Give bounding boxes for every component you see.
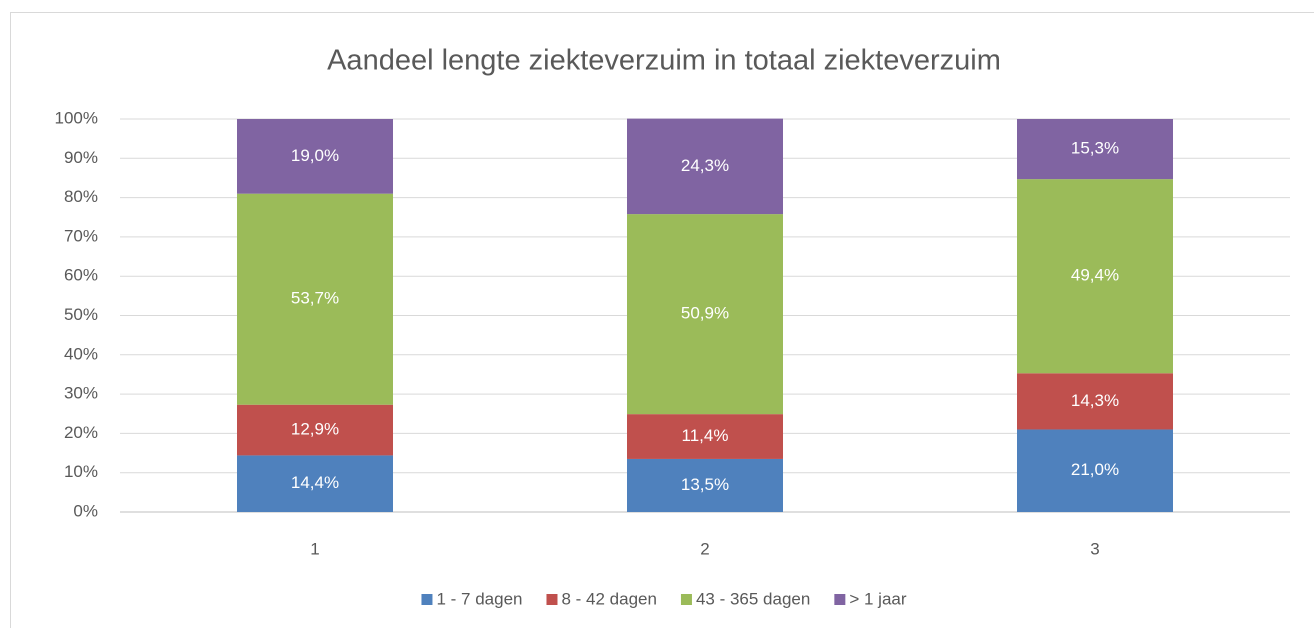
y-tick-label: 30%	[64, 384, 98, 403]
bar-segment	[237, 119, 393, 194]
chart-title: Aandeel lengte ziekteverzuim in totaal z…	[327, 45, 1001, 77]
bar-segment	[627, 458, 783, 512]
bar-segment	[1017, 119, 1173, 180]
data-label: 53,7%	[291, 289, 339, 308]
x-tick-label: 3	[1090, 539, 1099, 558]
bar-segment	[1017, 429, 1173, 512]
legend-swatch	[421, 594, 433, 605]
y-tick-label: 40%	[64, 344, 98, 363]
data-label: 15,3%	[1071, 139, 1119, 158]
data-label: 50,9%	[681, 304, 729, 323]
bar-segment	[627, 214, 783, 415]
y-tick-label: 100%	[55, 108, 98, 127]
y-tick-label: 60%	[64, 266, 98, 285]
data-label: 11,4%	[682, 426, 729, 445]
y-tick-label: 10%	[64, 462, 98, 481]
bar-segment	[1017, 179, 1173, 374]
data-label: 12,9%	[291, 420, 339, 439]
data-label: 24,3%	[681, 156, 729, 175]
y-tick-label: 90%	[64, 148, 98, 167]
bar-segment	[1017, 373, 1173, 430]
legend-label: > 1 jaar	[849, 589, 907, 608]
legend-swatch	[680, 594, 692, 605]
bar-segment	[237, 455, 393, 512]
x-tick-label: 1	[310, 539, 319, 558]
data-label: 14,4%	[291, 473, 339, 492]
y-tick-label: 70%	[64, 226, 98, 245]
x-tick-label: 2	[700, 539, 709, 558]
legend-swatch	[546, 594, 558, 605]
y-tick-label: 20%	[64, 423, 98, 442]
legend-label: 43 - 365 dagen	[696, 589, 810, 608]
data-label: 13,5%	[681, 475, 729, 494]
bar-segment	[627, 414, 783, 459]
legend-label: 1 - 7 dagen	[436, 589, 522, 608]
y-tick-label: 80%	[64, 187, 98, 206]
legend-label: 8 - 42 dagen	[561, 589, 656, 608]
bar-segment	[627, 118, 783, 215]
data-label: 49,4%	[1071, 266, 1119, 285]
data-label: 14,3%	[1071, 391, 1119, 410]
legend-swatch	[834, 594, 846, 605]
bar-segment	[237, 193, 393, 405]
y-tick-label: 50%	[64, 305, 98, 324]
data-label: 19,0%	[291, 146, 339, 165]
data-label: 21,0%	[1071, 460, 1119, 479]
y-tick-label: 0%	[73, 501, 98, 520]
bar-segment	[237, 404, 393, 456]
